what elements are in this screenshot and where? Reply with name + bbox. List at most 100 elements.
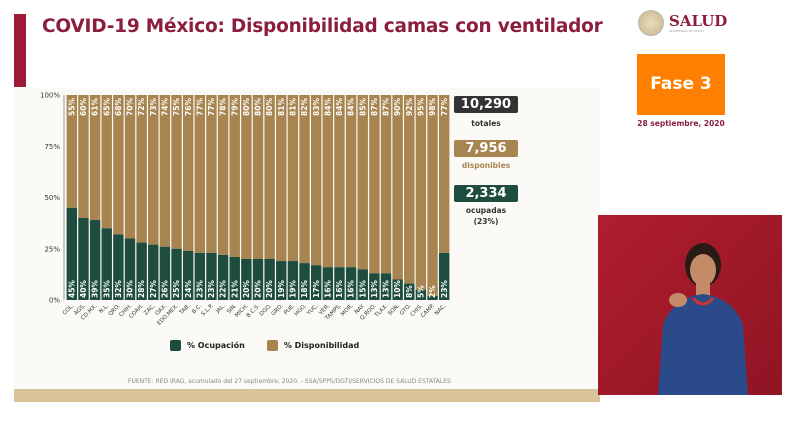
bar-available	[357, 95, 368, 270]
bar-available	[241, 95, 252, 259]
bar-occupied	[113, 234, 124, 300]
value-label-occupied: 16%	[335, 280, 344, 298]
value-label-occupied: 30%	[126, 280, 135, 298]
value-label-available: 65%	[102, 98, 111, 116]
bar-occupied	[66, 207, 78, 300]
y-tick-label: 50%	[44, 194, 60, 202]
bar-occupied	[229, 256, 240, 300]
occupied-label: ocupadas	[465, 206, 507, 215]
value-label-occupied: 26%	[161, 280, 170, 298]
value-label-occupied: 23%	[440, 280, 449, 298]
bar-occupied	[310, 265, 322, 300]
value-label-available: 74%	[161, 98, 170, 116]
legend-label-occupied: % Ocupación	[187, 341, 245, 350]
value-label-occupied: 5%	[417, 285, 426, 298]
value-label-occupied: 21%	[230, 280, 239, 298]
bar-available	[206, 95, 217, 253]
bar-occupied	[369, 273, 380, 300]
value-label-available: 82%	[300, 98, 309, 116]
bar-available	[194, 95, 206, 253]
bar-occupied	[287, 261, 299, 300]
value-label-occupied: 19%	[289, 280, 298, 298]
x-tick-label: SON.	[387, 303, 401, 317]
value-label-available: 81%	[277, 98, 286, 116]
bar-occupied	[78, 218, 89, 300]
interpreter-image	[658, 243, 748, 395]
value-label-available: 78%	[219, 98, 228, 116]
value-label-available: 92%	[405, 98, 414, 116]
value-label-occupied: 32%	[114, 280, 123, 298]
bar-occupied	[392, 279, 403, 300]
total-value: 10,290	[454, 96, 518, 113]
bar-occupied	[101, 228, 112, 300]
value-label-available: 85%	[358, 98, 367, 116]
salud-logo: SALUD SECRETARÍA DE SALUD	[638, 10, 727, 36]
value-label-available: 79%	[230, 98, 239, 116]
logo-text: SALUD	[669, 11, 728, 30]
legend-swatch-available	[266, 340, 278, 351]
bar-available	[182, 95, 194, 251]
value-label-available: 87%	[382, 98, 391, 116]
value-label-occupied: 15%	[358, 280, 367, 298]
x-tick-label: YUC.	[305, 303, 319, 317]
legend-available: % Disponibilidad	[266, 340, 360, 351]
bar-available	[148, 95, 159, 245]
bar-occupied	[438, 252, 450, 300]
occupied-value: 2,334	[454, 185, 518, 202]
x-tick-label: JAL.	[214, 303, 226, 315]
x-tick-label: CAMP.	[420, 303, 436, 319]
bar-occupied	[264, 259, 275, 300]
x-tick-label: ZAC.	[143, 303, 157, 317]
bar-available	[392, 95, 403, 280]
value-label-occupied: 35%	[102, 280, 111, 298]
x-tick-label: MOR.	[340, 303, 355, 318]
value-label-available: 75%	[172, 98, 181, 116]
value-label-occupied: 28%	[137, 280, 146, 298]
value-label-available: 55%	[67, 98, 76, 116]
value-label-occupied: 20%	[254, 280, 263, 298]
bar-occupied	[276, 261, 287, 300]
value-label-available: 84%	[323, 98, 332, 116]
bar-available	[276, 95, 287, 262]
x-tick-label: HGO.	[294, 303, 308, 317]
x-tick-label: N.L.	[98, 303, 110, 315]
seal-icon	[638, 10, 664, 36]
value-label-available: 76%	[184, 98, 193, 116]
footer-strip	[14, 389, 600, 402]
value-label-occupied: 25%	[172, 280, 181, 298]
bar-occupied	[252, 259, 264, 300]
value-label-occupied: 22%	[219, 280, 228, 298]
bar-available	[113, 95, 124, 235]
bar-available	[369, 95, 380, 274]
value-label-occupied: 20%	[265, 280, 274, 298]
bar-occupied	[136, 242, 147, 300]
x-tick-label: TAB.	[178, 303, 192, 317]
value-label-occupied: 2%	[428, 285, 437, 298]
bar-available	[78, 95, 89, 218]
value-label-occupied: 23%	[207, 280, 216, 298]
value-label-available: 77%	[207, 98, 216, 116]
bar-available	[334, 95, 345, 268]
value-label-available: 77%	[195, 98, 204, 116]
bar-available	[427, 95, 438, 296]
logo-subtext: SECRETARÍA DE SALUD	[669, 28, 704, 33]
value-label-available: 61%	[91, 98, 100, 116]
legend-swatch-occupied	[170, 340, 181, 351]
value-label-occupied: 45%	[67, 280, 76, 298]
bar-available	[438, 95, 450, 253]
bar-available	[345, 95, 357, 268]
value-label-occupied: 8%	[405, 285, 414, 298]
bar-available	[404, 95, 415, 284]
bar-occupied	[148, 244, 159, 300]
y-tick-label: 100%	[40, 92, 60, 100]
phase-date: 28 septiembre, 2020	[637, 119, 725, 128]
available-value: 7,956	[454, 140, 518, 157]
phase-badge: Fase 3	[637, 54, 725, 115]
bar-occupied	[380, 273, 392, 300]
value-label-occupied: 16%	[323, 280, 332, 298]
bar-occupied	[322, 267, 334, 300]
bar-occupied	[299, 263, 310, 300]
bar-occupied	[345, 267, 357, 300]
legend-label-available: % Disponibilidad	[283, 341, 360, 350]
value-label-available: 95%	[417, 98, 426, 116]
